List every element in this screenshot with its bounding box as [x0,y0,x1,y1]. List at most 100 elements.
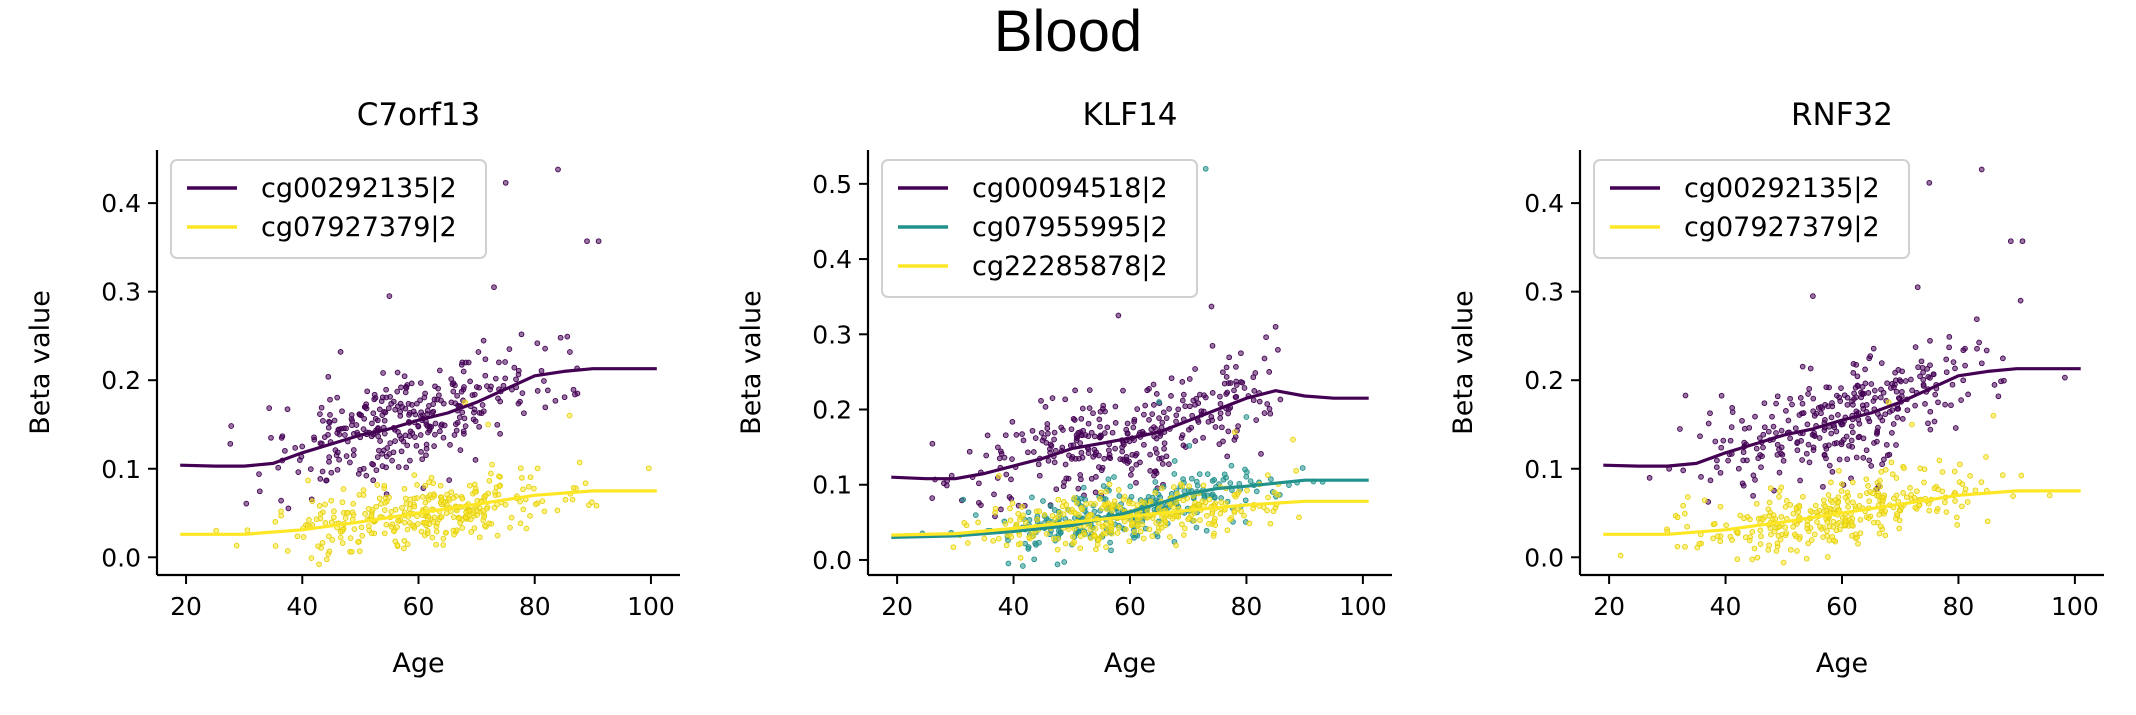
data-point [1244,487,1250,494]
data-point [1124,420,1131,427]
data-point [1707,477,1714,484]
data-point [1268,476,1274,483]
data-point [349,509,356,516]
data-point [1191,517,1197,524]
data-point [995,535,1002,542]
data-point [1142,402,1149,409]
data-point [1844,498,1851,504]
data-point [368,530,375,537]
data-point [404,442,411,449]
data-point [1751,545,1758,552]
data-point [401,537,408,544]
data-point [1111,474,1117,480]
data-point [453,421,459,428]
data-point [1040,498,1046,504]
data-point [1790,510,1797,517]
data-point [377,438,383,444]
data-point [1804,421,1811,428]
data-point [1823,384,1830,391]
data-point [1025,449,1031,456]
data-point [1222,500,1229,507]
data-point [1889,430,1895,436]
data-point [1865,515,1872,521]
data-point [1127,483,1134,490]
data-point [423,452,429,459]
y-tick-label: 0.1 [812,471,852,500]
x-axis-label: Age [392,648,444,679]
data-point [2000,355,2006,362]
data-point [1952,498,1958,504]
data-point [401,373,408,380]
data-point [364,388,371,395]
data-point [344,509,351,516]
data-point [1159,419,1166,426]
data-point [272,519,279,525]
data-point [1173,412,1180,419]
data-point [1807,365,1814,372]
data-point [1863,447,1870,454]
data-point [1927,375,1933,381]
data-point [1999,472,2006,478]
data-point [1178,435,1185,441]
data-point [1962,486,1969,493]
data-point [1855,540,1861,547]
data-point [978,502,984,508]
data-point [1765,547,1772,553]
data-point [1818,410,1824,417]
data-point [1723,522,1729,529]
data-point [1017,540,1024,547]
data-point [482,522,488,529]
data-point [1976,339,1982,346]
data-point [1057,528,1064,535]
data-point [2019,238,2026,245]
data-point [372,415,379,422]
data-point [1099,523,1106,530]
chart-panel-rnf32: 20 40 60 80 100 0.0 0.1 0.2 0.3 0.4 Age Beta value R… [1448,97,2104,679]
data-point [1051,507,1058,513]
data-point [1837,398,1844,404]
data-point [471,489,478,495]
data-point [1107,455,1114,462]
data-point [323,556,330,563]
data-point [518,331,525,338]
data-point [437,482,444,489]
data-point [1912,344,1919,350]
data-point [2007,238,2014,245]
data-point [517,498,523,505]
data-point [1022,519,1029,526]
data-point [1835,412,1841,418]
data-point [1121,518,1128,525]
data-point [1707,410,1713,417]
data-point [1275,346,1281,353]
data-point [1063,475,1070,482]
data-point [1060,511,1067,518]
data-point [388,509,395,515]
data-point [387,393,393,400]
data-point [1261,355,1268,362]
data-point [1124,430,1131,437]
data-point [1195,400,1202,407]
data-point [1225,428,1232,435]
legend-label: cg00094518|2 [972,173,1168,204]
data-point [1161,440,1168,447]
data-point [460,428,467,435]
data-point [1208,303,1215,310]
data-point [1787,546,1794,553]
data-point [1829,468,1836,475]
data-point [411,503,418,510]
data-point [425,496,432,503]
data-point [1824,528,1830,534]
data-point [1849,444,1856,450]
data-point [1217,410,1224,417]
data-point [1120,496,1127,503]
data-point [1238,508,1244,515]
data-point [1126,538,1133,545]
data-point [329,536,336,543]
data-point [1768,531,1774,538]
data-point [1696,540,1703,547]
data-point [453,427,460,434]
data-point [1179,397,1186,404]
data-point [356,411,363,417]
data-point [1778,513,1785,520]
data-point [339,540,346,546]
